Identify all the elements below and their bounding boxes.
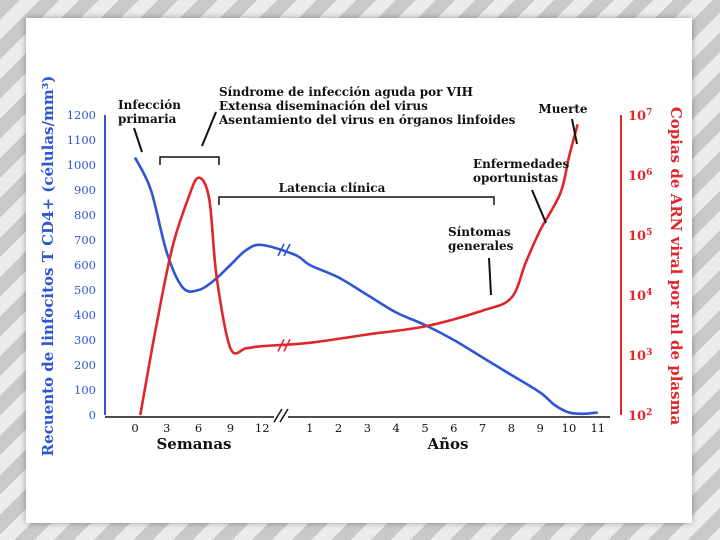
x-weeks-tick-label: 3: [163, 421, 170, 435]
right-tick-label: 102: [628, 408, 652, 424]
annotation-sintomas-generales: Síntomas: [448, 225, 511, 239]
hiv-progression-chart: 0100200300400500600700800900100011001200…: [39, 76, 685, 457]
left-axis-ticks: 0 100 200 300 400 500 600 700 800 900 1000 1100 1200: [67, 108, 106, 422]
x-years-tick-label: 9: [537, 421, 544, 435]
x-years-tick-label: 2: [335, 421, 342, 435]
viral-break-mark: [277, 338, 291, 352]
right-tick-label: 105: [628, 228, 652, 244]
cd4-count-line: [133, 156, 598, 416]
right-tick-label: 103: [628, 348, 652, 364]
left-tick-label: 0: [89, 408, 96, 422]
x-years-tick-label: 1: [306, 421, 313, 435]
annotation-sindrome-bracket: [159, 156, 220, 165]
annotation-sintomas-pointer: [488, 257, 492, 296]
annotation-muerte-pointer: [571, 118, 578, 145]
x-weeks-tick-label: 9: [227, 421, 234, 435]
left-tick-label: 800: [74, 208, 96, 222]
x-axis-break-mark: [273, 408, 289, 423]
left-tick-label: 400: [74, 308, 96, 322]
x-years-tick-label: 10: [562, 421, 577, 435]
annotation-enfermedades-oportunistas: Enfermedades: [473, 157, 570, 171]
x-years-tick-label: 5: [421, 421, 428, 435]
annotation-latencia-clinica: Latencia clínica: [279, 181, 386, 195]
annotation-enfermedades-pointer: [531, 189, 547, 224]
x-years-tick-label: 7: [479, 421, 486, 435]
right-axis-title: Copias de ARN viral por ml de plasma: [667, 107, 685, 426]
annotation-infeccion-primaria: primaria: [118, 112, 177, 126]
left-tick-label: 200: [74, 358, 96, 372]
x-weeks-tick-label: 0: [131, 421, 138, 435]
left-tick-label: 500: [74, 283, 96, 297]
left-tick-label: 1000: [67, 158, 96, 172]
x-years-tick-label: 11: [590, 421, 605, 435]
right-tick-label: 106: [628, 168, 652, 184]
right-tick-label: 107: [628, 108, 652, 124]
x-years-tick-label: 6: [450, 421, 457, 435]
annotation-infeccion-primaria: Infección: [118, 98, 181, 112]
left-tick-label: 100: [74, 383, 96, 397]
annotation-enfermedades-oportunistas: oportunistas: [473, 171, 558, 185]
annotation-muerte: Muerte: [538, 102, 588, 116]
x-weeks-tick-label: 6: [195, 421, 202, 435]
series-layer: [133, 123, 598, 416]
right-tick-label: 104: [628, 288, 652, 304]
cd4-break-mark: [277, 243, 291, 257]
right-axis-ticks: 102 103 104 105 106 107: [620, 108, 652, 424]
annotation-sindrome-agudo: Síndrome de infección aguda por VIH: [219, 85, 473, 99]
left-axis-title: Recuento de linfocitos T CD4+ (células/m…: [39, 76, 57, 457]
left-tick-label: 600: [74, 258, 96, 272]
slide-frame: 0 100 200 300 400 500 600 700 800 900 1000 1100 1200…: [26, 18, 692, 523]
left-tick-label: 1200: [67, 108, 96, 122]
x-years-tick-label: 3: [364, 421, 371, 435]
annotation-sindrome-pointer: [201, 111, 217, 147]
annotation-sindrome-agudo: Extensa diseminación del virus: [219, 99, 428, 113]
left-tick-label: 300: [74, 333, 96, 347]
x-weeks-tick-label: 12: [255, 421, 270, 435]
x-axis: 0 3 6 9 12 1 2 3 4 5 6 7 8 9 10 11: [105, 408, 610, 435]
x-years-tick-label: 8: [508, 421, 515, 435]
x-years-label: Años: [427, 435, 469, 453]
annotation-sindrome-agudo: Asentamiento del virus en órganos linfoi…: [218, 113, 516, 127]
left-tick-label: 700: [74, 233, 96, 247]
viral-rna-line: [139, 123, 579, 416]
annotation-latencia-bracket: [218, 196, 495, 205]
x-weeks-label: Semanas: [156, 435, 231, 453]
left-tick-label: 1100: [67, 133, 96, 147]
x-years-tick-label: 4: [393, 421, 400, 435]
annotation-sintomas-generales: generales: [448, 239, 514, 253]
left-tick-label: 900: [74, 183, 96, 197]
annotation-infeccion-pointer: [133, 127, 143, 153]
